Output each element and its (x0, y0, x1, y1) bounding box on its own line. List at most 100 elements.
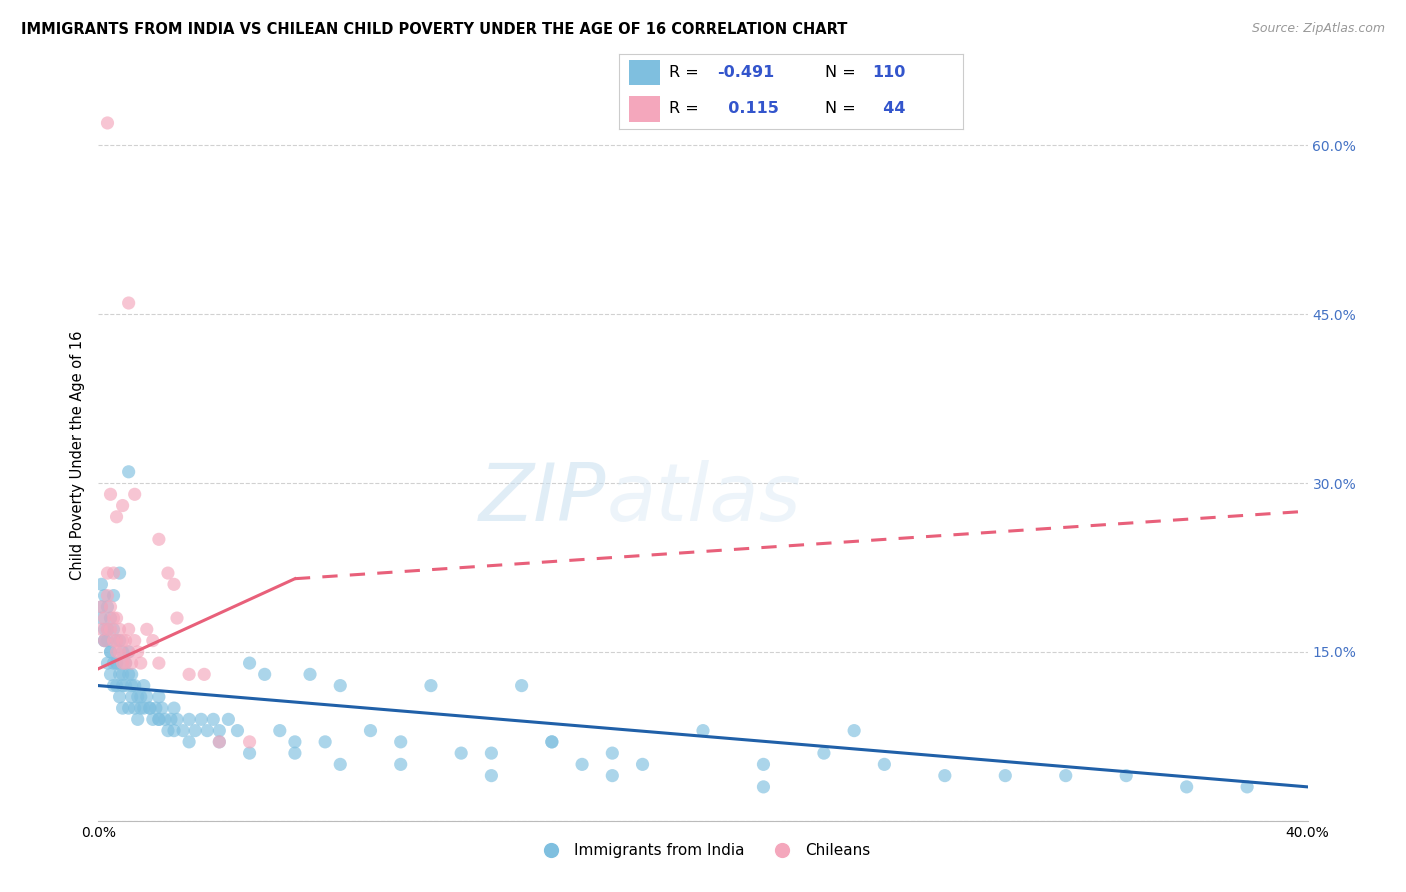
Point (166, 712, 188, 726)
Point (105, 633, 128, 648)
Text: R =: R = (669, 102, 703, 116)
Point (148, 712, 170, 726)
Point (108, 690, 131, 704)
Point (118, 296, 141, 310)
Point (96, 633, 118, 648)
Point (111, 645, 134, 659)
Point (190, 712, 212, 726)
Point (813, 746, 835, 760)
Point (389, 757, 412, 772)
FancyBboxPatch shape (628, 60, 659, 86)
Point (329, 757, 352, 772)
Point (284, 735, 307, 749)
Point (111, 633, 134, 648)
Point (129, 690, 152, 704)
Point (124, 487, 146, 501)
Point (163, 723, 186, 738)
Point (420, 679, 443, 693)
Point (96, 599, 118, 614)
Point (114, 656, 136, 670)
Point (135, 623, 157, 637)
Text: Source: ZipAtlas.com: Source: ZipAtlas.com (1251, 22, 1385, 36)
Point (105, 656, 128, 670)
Point (111, 679, 134, 693)
Point (129, 656, 152, 670)
Text: -0.491: -0.491 (717, 65, 775, 80)
Point (90, 611, 112, 625)
Point (148, 533, 170, 547)
Point (450, 746, 472, 760)
Point (163, 577, 186, 591)
Point (111, 701, 134, 715)
Point (1236, 780, 1258, 794)
Text: IMMIGRANTS FROM INDIA VS CHILEAN CHILD POVERTY UNDER THE AGE OF 16 CORRELATION C: IMMIGRANTS FROM INDIA VS CHILEAN CHILD P… (21, 22, 848, 37)
Point (284, 746, 307, 760)
Point (111, 499, 134, 513)
Point (132, 679, 155, 693)
Point (105, 645, 128, 659)
Text: 110: 110 (872, 65, 905, 80)
Text: ZIP: ZIP (479, 459, 606, 538)
Text: atlas: atlas (606, 459, 801, 538)
Point (100, 645, 122, 659)
FancyBboxPatch shape (628, 96, 659, 122)
Point (108, 645, 131, 659)
Legend: Immigrants from India, Chileans: Immigrants from India, Chileans (530, 837, 876, 864)
Point (105, 509, 128, 524)
Point (100, 667, 122, 681)
Point (90, 623, 112, 637)
Point (314, 735, 336, 749)
Point (1115, 769, 1137, 783)
Point (103, 623, 125, 637)
Point (103, 566, 125, 580)
Point (127, 690, 149, 704)
Point (148, 656, 170, 670)
Point (111, 656, 134, 670)
Point (108, 566, 131, 580)
Point (179, 712, 201, 726)
Point (105, 611, 128, 625)
Text: 0.115: 0.115 (717, 102, 779, 116)
Point (934, 769, 956, 783)
Point (118, 645, 141, 659)
Point (360, 723, 382, 738)
Point (184, 723, 207, 738)
Text: N =: N = (825, 102, 862, 116)
Point (150, 701, 173, 715)
Point (299, 667, 322, 681)
Point (105, 656, 128, 670)
Text: N =: N = (825, 65, 862, 80)
Point (118, 465, 141, 479)
Point (602, 746, 624, 760)
Point (132, 701, 155, 715)
Point (208, 735, 231, 749)
Point (481, 769, 503, 783)
Point (127, 712, 149, 726)
Point (100, 487, 122, 501)
Point (179, 667, 201, 681)
Point (96, 623, 118, 637)
Point (160, 712, 183, 726)
Point (844, 723, 866, 738)
Point (108, 667, 131, 681)
Point (118, 623, 141, 637)
Y-axis label: Child Poverty Under the Age of 16: Child Poverty Under the Age of 16 (70, 330, 86, 580)
Point (118, 701, 141, 715)
Point (127, 645, 149, 659)
Point (90, 599, 112, 614)
Text: R =: R = (669, 65, 703, 80)
Point (121, 679, 143, 693)
Point (100, 645, 122, 659)
Point (108, 623, 131, 637)
Point (148, 690, 170, 704)
Point (142, 712, 165, 726)
Point (1175, 780, 1198, 794)
Point (602, 769, 624, 783)
Point (96, 656, 118, 670)
Point (752, 780, 775, 794)
Point (93, 611, 115, 625)
Text: 44: 44 (872, 102, 905, 116)
Point (114, 633, 136, 648)
Point (96, 589, 118, 603)
Point (124, 633, 146, 648)
